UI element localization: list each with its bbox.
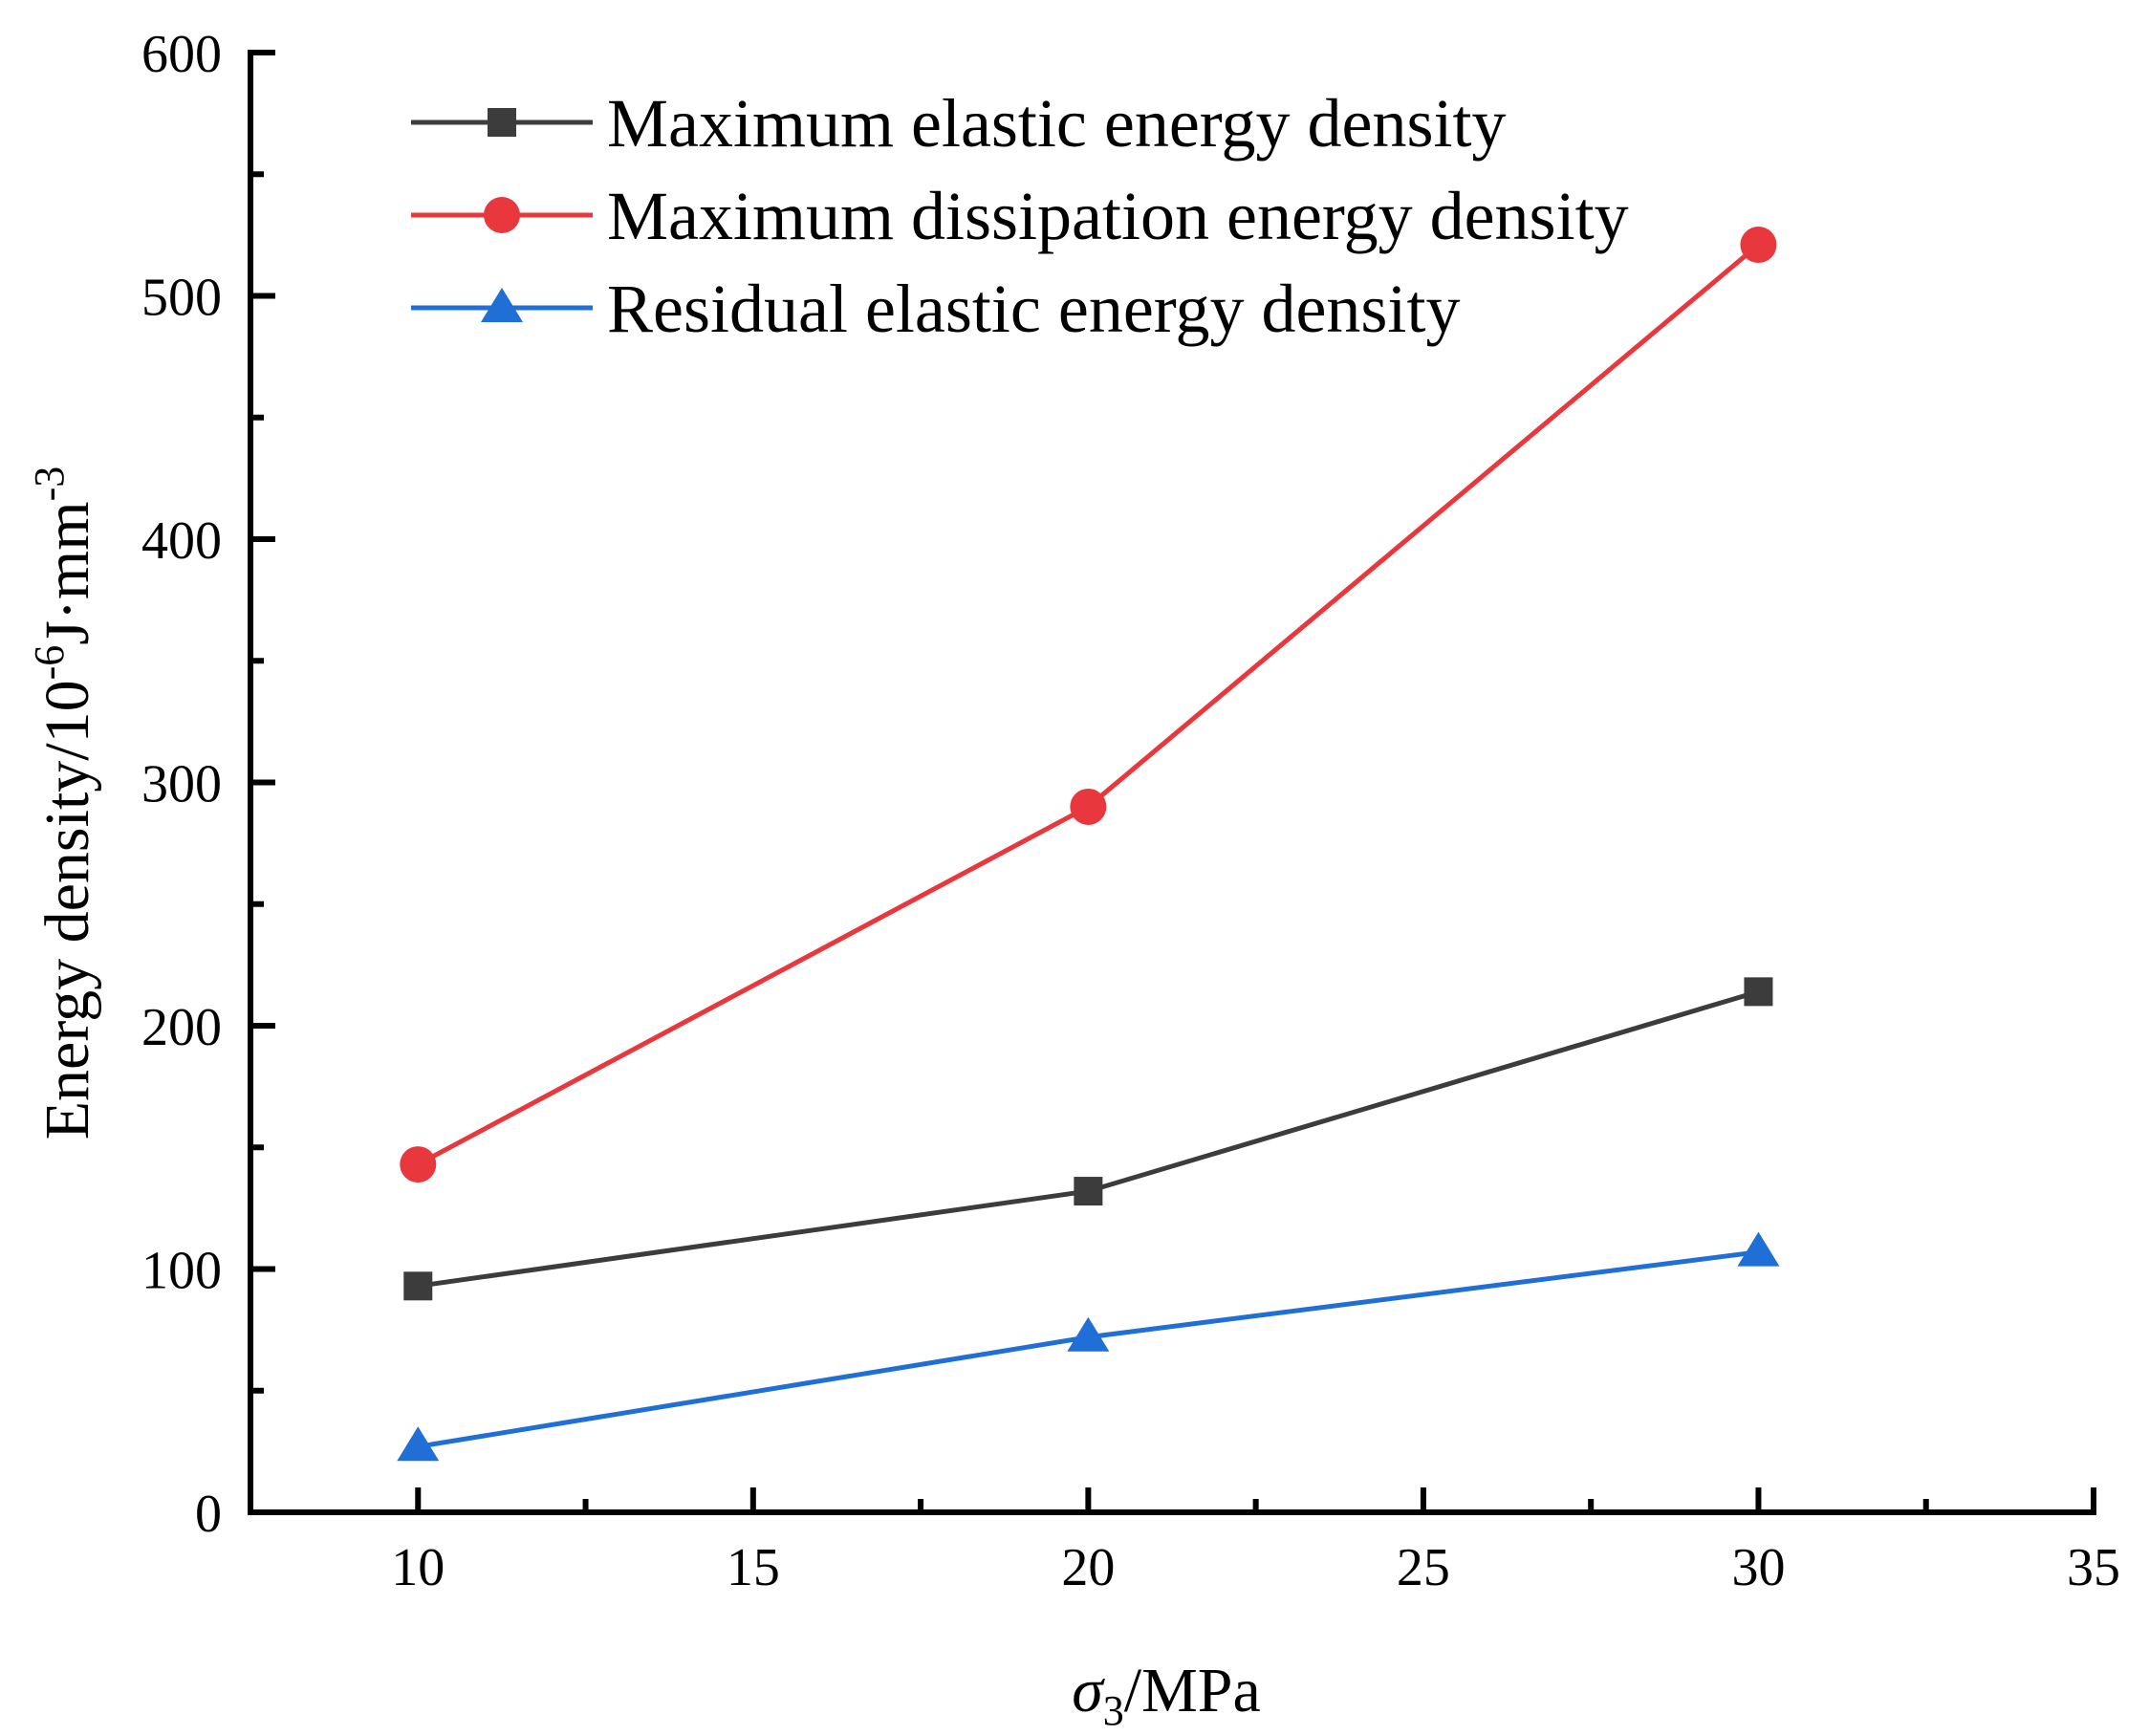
legend-item: Maximum dissipation energy density (411, 178, 1629, 254)
y-tick-label: 500 (141, 269, 222, 328)
legend-marker (484, 197, 520, 233)
data-point (397, 1426, 440, 1462)
series-line (417, 988, 1760, 1289)
series-square (403, 977, 1773, 1301)
legend-marker (488, 108, 516, 137)
data-point (1074, 1177, 1103, 1206)
x-tick-label: 25 (1397, 1538, 1450, 1597)
series-layer (397, 227, 1780, 1462)
y-axis-base: Energy density/10 (33, 680, 102, 1139)
data-point (403, 1271, 433, 1301)
legend-marker (481, 288, 523, 322)
y-tick-label: 100 (141, 1242, 222, 1301)
y-axis-exponent-1: -6 (26, 645, 73, 681)
x-tick-label: 10 (391, 1538, 445, 1597)
data-point (1740, 227, 1777, 264)
plot-area: 10 15 20 25 30 35 0 100 200 300 400 500 600 (141, 25, 2120, 1597)
y-tick-label: 600 (141, 25, 222, 84)
data-point (1737, 1231, 1780, 1267)
legend: Maximum elastic energy density Maximum di… (411, 85, 1629, 347)
x-axis-unit: /MPa (1124, 1656, 1261, 1725)
data-point (1070, 788, 1107, 825)
legend-label: Maximum dissipation energy density (607, 178, 1629, 254)
legend-item: Residual elastic energy density (411, 271, 1460, 347)
series-circle (400, 227, 1777, 1183)
y-axis-exponent-2: -3 (26, 467, 73, 502)
y-tick-label: 200 (141, 998, 222, 1057)
data-point (400, 1146, 437, 1183)
x-axis-symbol: σ (1072, 1656, 1105, 1725)
legend-label: Residual elastic energy density (607, 271, 1460, 347)
y-tick-label: 300 (141, 755, 222, 814)
x-axis-title: σ3/MPa (1072, 1656, 1261, 1734)
series-triangle (397, 1231, 1780, 1462)
y-tick-label: 400 (141, 511, 222, 571)
data-point (1744, 977, 1773, 1007)
x-tick-label: 30 (1731, 1538, 1785, 1597)
x-tick-label: 20 (1061, 1538, 1115, 1597)
data-point (1067, 1316, 1110, 1352)
x-axis-subscript: 3 (1103, 1687, 1124, 1734)
y-axis-mid: J·mm (33, 501, 102, 644)
series-line (417, 243, 1761, 1167)
y-tick-label: 0 (195, 1485, 222, 1544)
legend-item: Maximum elastic energy density (411, 85, 1506, 162)
x-tick-label: 35 (2067, 1538, 2120, 1597)
y-axis-title: Energy density/10-6J·mm-3 (26, 467, 102, 1140)
legend-label: Maximum elastic energy density (607, 85, 1506, 162)
x-tick-label: 15 (727, 1538, 780, 1597)
